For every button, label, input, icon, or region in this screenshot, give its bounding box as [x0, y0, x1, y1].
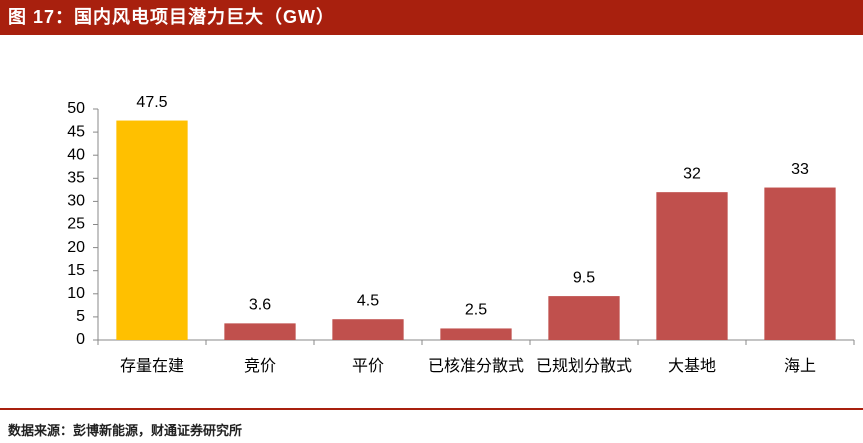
- bar: [116, 120, 188, 340]
- value-label: 47.5: [136, 94, 167, 111]
- y-tick-label: 30: [67, 193, 85, 210]
- x-tick-label: 竞价: [244, 357, 276, 375]
- bar: [332, 319, 404, 340]
- value-label: 32: [683, 165, 701, 182]
- x-tick-label: 平价: [352, 358, 384, 375]
- chart-title: 图 17：国内风电项目潜力巨大（GW）: [0, 0, 863, 35]
- value-label: 4.5: [357, 292, 379, 309]
- value-label: 3.6: [249, 297, 271, 314]
- y-tick-label: 20: [67, 239, 85, 256]
- value-label: 33: [791, 161, 809, 178]
- y-tick-label: 50: [67, 100, 85, 117]
- y-tick-label: 5: [76, 308, 85, 325]
- x-tick-label: 海上: [784, 357, 816, 375]
- y-tick-label: 15: [67, 262, 85, 279]
- bar: [440, 328, 512, 340]
- x-tick-label: 存量在建: [120, 357, 184, 375]
- x-tick-label: 大基地: [668, 357, 716, 375]
- value-label: 2.5: [465, 302, 487, 319]
- y-tick-label: 10: [67, 285, 85, 302]
- y-tick-label: 40: [67, 146, 85, 163]
- bar: [548, 296, 620, 340]
- y-tick-label: 35: [67, 170, 85, 187]
- y-tick-label: 0: [76, 331, 85, 348]
- bar: [764, 187, 836, 340]
- bar: [224, 323, 296, 340]
- y-tick-label: 25: [67, 216, 85, 233]
- divider: [0, 408, 863, 410]
- bar: [656, 192, 728, 340]
- x-tick-label: 已规划分散式: [536, 357, 632, 375]
- x-tick-label: 已核准分散式: [428, 357, 524, 375]
- chart: 0 5 10 15 20 25 30 35 40 45 50 存量在建 47.5 竞价 3.6 平价 4.5 已核…: [67, 94, 855, 375]
- source-note: 数据来源：彭博新能源，财通证券研究所: [8, 423, 243, 438]
- y-tick-label: 45: [67, 123, 85, 140]
- value-label: 9.5: [573, 269, 595, 286]
